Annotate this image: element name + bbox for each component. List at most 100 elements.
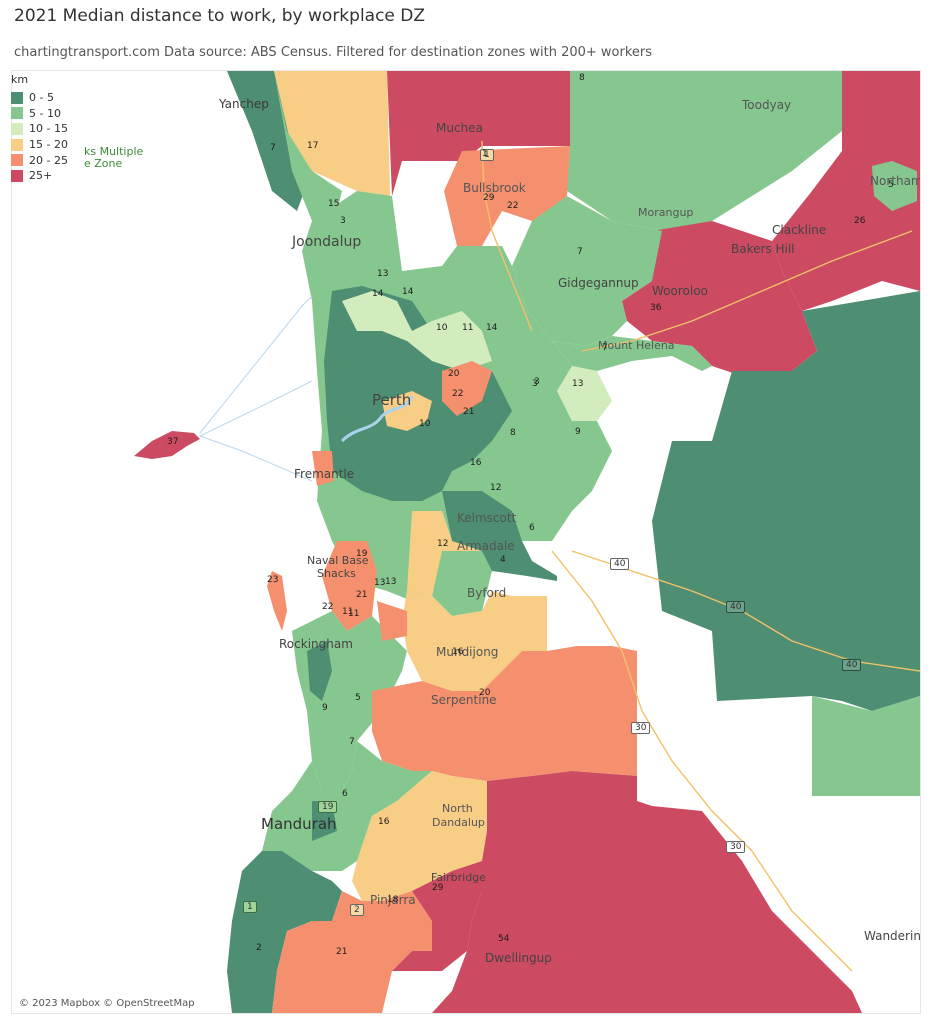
zone-value: 20	[448, 369, 460, 379]
place-serpentine: Serpentine	[431, 693, 497, 707]
road-shield: 40	[842, 659, 862, 671]
legend-swatch	[11, 169, 23, 182]
legend-header: km	[11, 73, 29, 86]
zone-value: 11	[342, 607, 354, 617]
road-shield: 1	[480, 149, 494, 161]
road-shield: 40	[610, 558, 630, 570]
legend: km 0 - 5 5 - 10 10 - 15 15 - 20 20 - 25 …	[11, 73, 68, 184]
place-clackline: Clackline	[772, 223, 827, 237]
zone-value: 4	[500, 555, 506, 565]
zone-value: 18	[387, 895, 399, 905]
place-wooroloo: Wooroloo	[652, 284, 708, 298]
zone-value: 3	[532, 379, 538, 389]
zone-value: 54	[498, 934, 510, 944]
region-north-dandalup	[352, 771, 487, 901]
zone-value: 23	[267, 575, 279, 585]
zone-value: 3	[340, 216, 346, 226]
map-title: 2021 Median distance to work, by workpla…	[14, 6, 426, 26]
region-se-lightgreen	[812, 696, 920, 796]
region-muchea	[387, 71, 570, 196]
legend-label: 25+	[29, 169, 53, 183]
road-shields-layer: 1 1 2 19 30 30 40 40 40	[12, 71, 920, 1013]
zone-value: 9	[575, 427, 581, 437]
zone-value: 1	[482, 149, 488, 159]
region-byford-orange	[407, 511, 482, 596]
map-subtitle: chartingtransport.com Data source: ABS C…	[14, 45, 653, 60]
zone-value: 6	[342, 789, 348, 799]
region-metro-orange-1	[382, 391, 432, 431]
zone-value: 12	[437, 539, 449, 549]
region-mandurah-green	[262, 741, 432, 871]
legend-swatch	[11, 91, 23, 104]
region-bakers-hill	[622, 221, 817, 376]
region-rottnest	[134, 431, 200, 459]
zone-value: 20	[479, 688, 491, 698]
region-east-green	[652, 291, 920, 711]
zone-value: 15	[328, 199, 340, 209]
place-wandering: Wandering	[864, 929, 921, 943]
legend-item: 20 - 25	[11, 152, 68, 168]
zone-value: 22	[507, 201, 519, 211]
region-kelmscott	[442, 491, 557, 581]
place-muchea: Muchea	[436, 121, 483, 135]
zone-value: 16	[470, 458, 482, 468]
zone-value: 13	[385, 577, 397, 587]
road-shield: 19	[318, 801, 338, 813]
highway-east	[581, 230, 913, 352]
zone-value: 29	[483, 193, 495, 203]
legend-label: 15 - 20	[29, 138, 68, 152]
region-gidgegannup	[512, 196, 662, 346]
place-kelmscott: Kelmscott	[457, 511, 517, 525]
zone-value: 19	[356, 549, 368, 559]
legend-item: 10 - 15	[11, 121, 68, 137]
region-hills-light	[557, 366, 612, 421]
region-toodyay	[567, 71, 842, 231]
map-canvas[interactable]	[12, 71, 920, 1013]
place-byford: Byford	[467, 586, 507, 600]
choropleth-map[interactable]: Yanchep Muchea Toodyay Bullsbrook Northa…	[11, 70, 921, 1014]
legend-swatch	[11, 154, 23, 167]
attribution: © 2023 Mapbox © OpenStreetMap	[19, 998, 195, 1009]
zone-value: 2	[256, 943, 262, 953]
place-pinjarra: Pinjarra	[370, 893, 416, 907]
zone-value: 5	[888, 180, 894, 190]
place-rockingham: Rockingham	[279, 637, 353, 651]
zone-value: 16	[378, 817, 390, 827]
region-cbd-dark	[324, 286, 512, 501]
legend-item: 15 - 20	[11, 137, 68, 153]
zone-value: 29	[432, 883, 444, 893]
zone-value: 13	[374, 578, 386, 588]
zone-value: 7	[349, 737, 355, 747]
legend-swatch	[11, 138, 23, 151]
swan-river	[340, 395, 414, 443]
zone-value: 10	[419, 419, 431, 429]
road-shield: 2	[350, 904, 364, 916]
zone-value: 11	[348, 609, 360, 619]
place-northam: Northam	[870, 174, 921, 188]
zone-value: 7	[270, 143, 276, 153]
zone-value: 7	[577, 247, 583, 257]
zone-value: 37	[167, 437, 179, 447]
zone-values-layer: 8 7 17 5 26 15 29 22 3 7 36 13 14 7 10 1…	[12, 71, 920, 1013]
region-north-green	[274, 71, 342, 231]
ferry-route-3	[199, 295, 313, 434]
legend-swatch	[11, 107, 23, 120]
place-fremantle: Fremantle	[294, 467, 355, 481]
place-mount-helena: Mount Helena	[598, 339, 675, 352]
place-toodyay: Toodyay	[742, 98, 792, 112]
zone-value: 11	[462, 323, 474, 333]
place-armadale: Armadale	[457, 539, 515, 553]
place-naval-base: Naval Base	[307, 554, 369, 567]
zone-value: 6	[529, 523, 535, 533]
region-yanchep-north	[272, 71, 390, 196]
region-serpentine	[372, 646, 637, 781]
place-dwellingup: Dwellingup	[485, 951, 552, 965]
zone-value: 21	[463, 407, 475, 417]
zone-value: 8	[579, 73, 585, 83]
region-rockingham-dark	[307, 641, 332, 701]
road-shield: 40	[726, 601, 746, 613]
zone-value: 26	[854, 216, 866, 226]
region-byford	[432, 551, 492, 616]
legend-swatch	[11, 122, 23, 135]
zone-value: 14	[372, 289, 384, 299]
